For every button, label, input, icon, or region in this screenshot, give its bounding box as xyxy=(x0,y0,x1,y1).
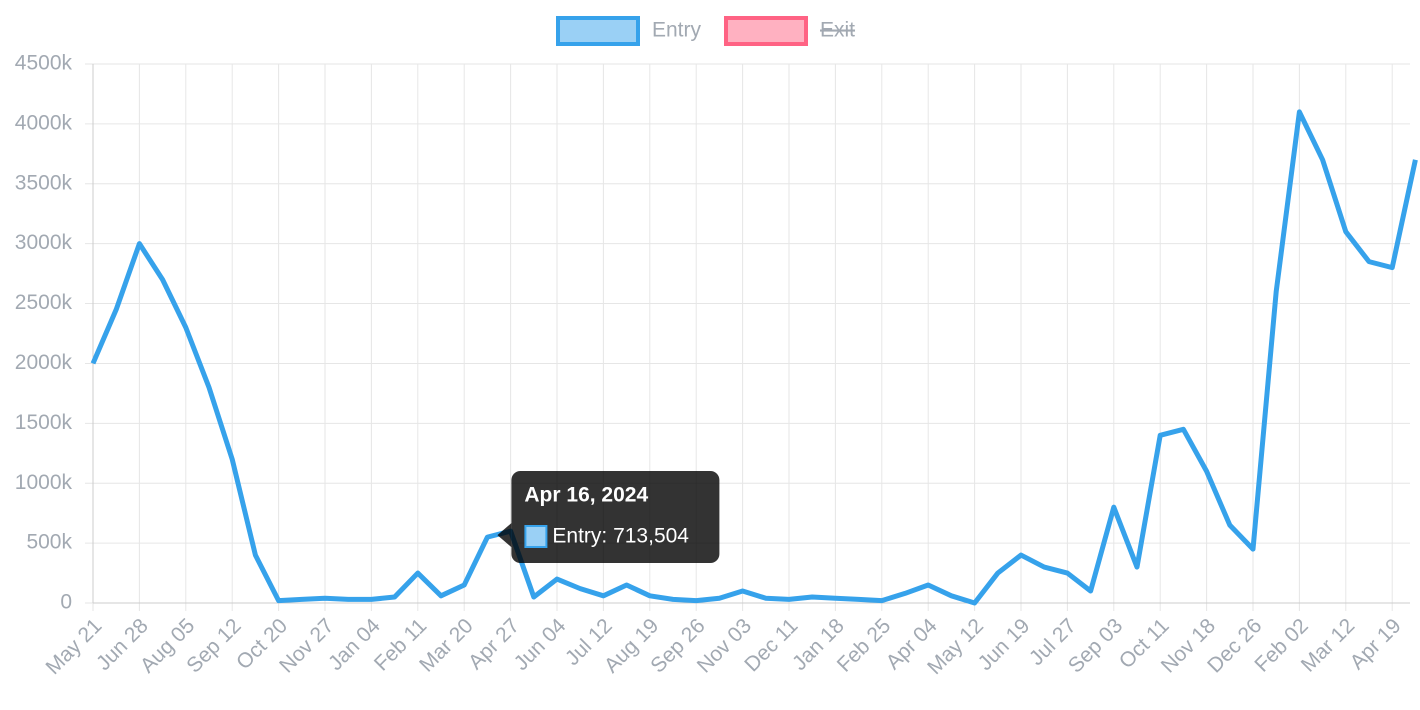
tooltip: Apr 16, 2024 Entry: 713,504 xyxy=(497,471,720,563)
tooltip-swatch xyxy=(524,525,548,548)
y-tick-label: 3500k xyxy=(15,171,73,194)
legend-swatch xyxy=(556,16,640,46)
data-line xyxy=(90,109,1418,606)
x-tick-label: Dec 11 xyxy=(740,614,802,676)
x-tick-label: Mar 20 xyxy=(415,614,477,676)
x-tick-label: May 21 xyxy=(41,614,106,679)
tooltip-arrow xyxy=(497,523,512,548)
tooltip-title: Apr 16, 2024 xyxy=(524,484,648,507)
x-tick-label: Jun 04 xyxy=(510,614,571,675)
tooltip-box xyxy=(511,471,720,563)
y-tick-label: 3000k xyxy=(15,231,73,254)
x-tick-label: Mar 12 xyxy=(1297,614,1359,676)
y-tick-label: 1000k xyxy=(15,471,73,494)
legend-swatch xyxy=(724,16,808,46)
legend-label: Entry xyxy=(652,19,702,42)
y-tick-label: 500k xyxy=(26,531,72,554)
y-tick-label: 4500k xyxy=(15,52,73,75)
x-tick-label: Jun 19 xyxy=(974,614,1035,675)
tooltip-text: Entry: 713,504 xyxy=(552,525,689,548)
x-tick-label: Apr 19 xyxy=(1346,614,1406,674)
y-tick-label: 0 xyxy=(60,591,72,614)
y-tick-label: 4000k xyxy=(15,111,73,134)
y-tick-label: 2500k xyxy=(15,291,73,314)
legend-label: Exit xyxy=(820,19,855,42)
y-tick-label: 2000k xyxy=(15,351,73,374)
x-tick-label: Feb 25 xyxy=(833,614,896,677)
y-tick-label: 1500k xyxy=(15,411,73,434)
